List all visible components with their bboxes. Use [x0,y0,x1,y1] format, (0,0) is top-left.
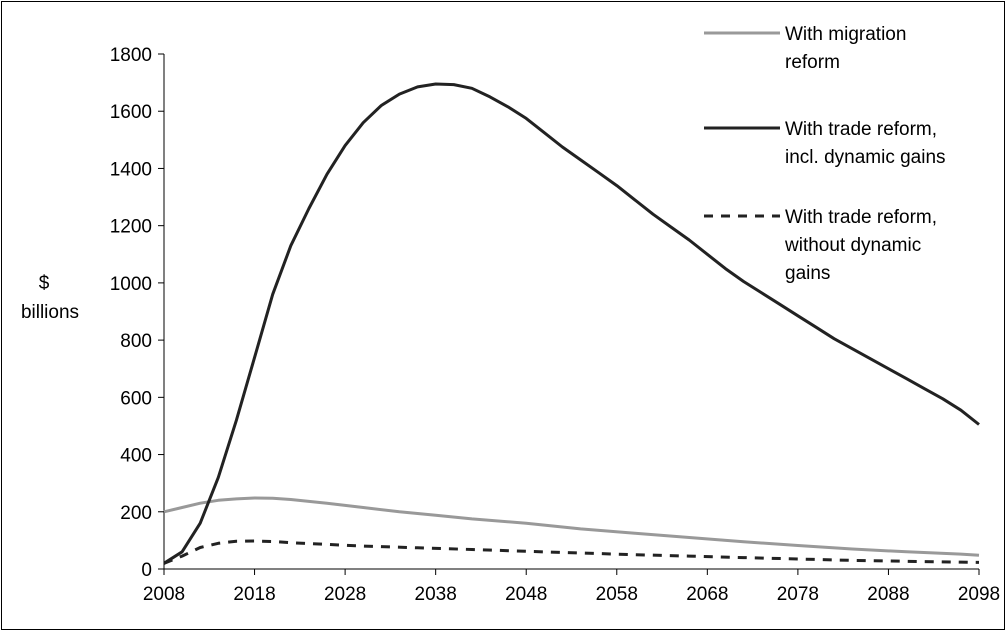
series-line-3 [163,539,980,565]
x-tick-label: 2038 [415,584,457,605]
x-tick-label: 2078 [777,584,819,605]
x-tick-label: 2088 [867,584,909,605]
y-tick-label: 1400 [110,159,152,180]
legend-label-3: gains [785,263,830,284]
legend-label-3: without dynamic [784,235,921,256]
x-tick-label: 2068 [686,584,728,605]
axes: 0 200 400 600 800 1000 1200 1400 1600 1800 2008 201… [110,45,1000,605]
y-tick-label: 1600 [110,102,152,123]
y-tick-label: 1200 [110,217,152,238]
legend-label-1: reform [785,52,840,73]
y-tick-label: 1800 [110,45,152,66]
y-axis-label: $ billions [21,273,79,323]
x-tick-label: 2048 [505,584,547,605]
y-axis-label-line-2: billions [21,302,79,323]
legend-label-2: With trade reform, [785,119,937,140]
x-tick-label: 2018 [233,584,275,605]
y-axis-label-line-1: $ [39,273,50,294]
y-tick-label: 400 [120,446,152,467]
x-tick-label: 2098 [958,584,1000,605]
legend-label-3: With trade reform, [785,207,937,228]
y-tick-label: 0 [141,560,152,581]
y-tick-label: 800 [120,331,152,352]
series-group [163,82,980,565]
y-tick-label: 600 [120,388,152,409]
series-line-2 [163,82,980,565]
x-tick-label: 2008 [143,584,185,605]
legend: With migration reform With trade reform, in… [704,24,946,284]
series-line-1 [163,496,980,557]
y-tick-label: 1000 [110,274,152,295]
x-tick-label: 2028 [324,584,366,605]
legend-label-1: With migration [785,24,906,45]
x-tick-label: 2058 [596,584,638,605]
y-tick-label: 200 [120,503,152,524]
legend-label-2: incl. dynamic gains [785,147,946,168]
